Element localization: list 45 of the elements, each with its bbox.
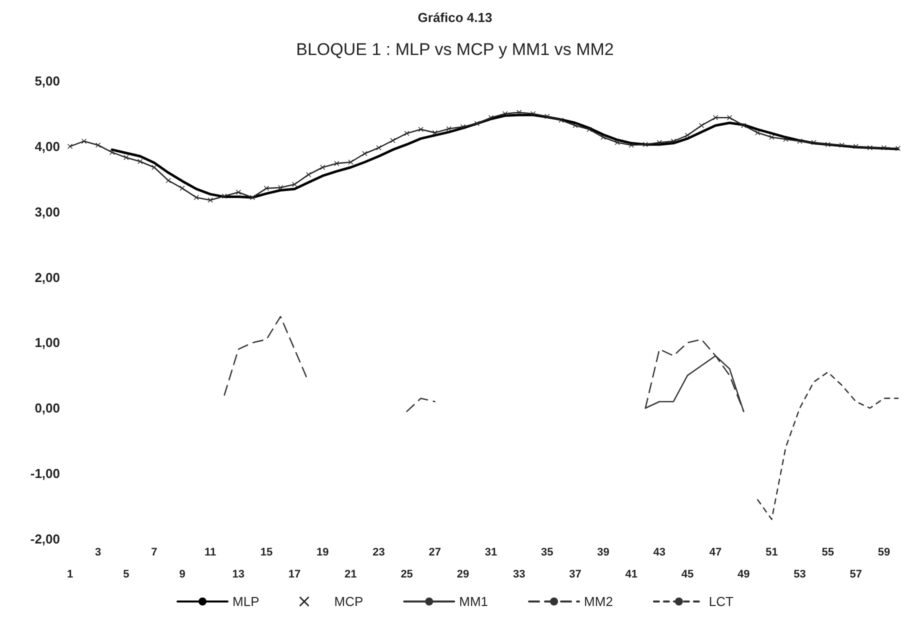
x-tick-label: 13 [232, 568, 245, 580]
x-tick-label: 55 [822, 546, 834, 558]
chart-title: Gráfico 4.13 [418, 10, 492, 25]
x-tick-label: 21 [344, 568, 357, 580]
y-tick-label: -1,00 [30, 466, 60, 482]
x-tick-label: 47 [709, 546, 722, 558]
y-tick-label: 1,00 [34, 335, 60, 350]
x-tick-label: 59 [878, 546, 890, 558]
x-tick-label: 45 [681, 568, 694, 580]
x-tick-label: 11 [204, 546, 216, 558]
legend-label: MLP [232, 594, 260, 609]
x-tick-label: 23 [372, 546, 385, 558]
x-tick-label: 57 [850, 568, 862, 580]
x-tick-label: 49 [738, 568, 750, 580]
x-tick-label: 15 [260, 546, 273, 558]
x-tick-label: 33 [512, 568, 526, 580]
y-tick-label: 3,00 [34, 204, 60, 220]
x-tick-label: 7 [151, 546, 158, 558]
x-tick-label: 39 [597, 546, 610, 558]
y-tick-label: 2,00 [34, 270, 60, 285]
chart-subtitle: BLOQUE 1 : MLP vs MCP y MM1 vs MM2 [296, 40, 614, 59]
x-tick-label: 27 [428, 546, 442, 558]
legend-label: MM2 [584, 594, 613, 609]
x-tick-label: 53 [794, 568, 806, 580]
x-tick-label: 17 [288, 568, 301, 580]
legend-label: MM1 [459, 594, 488, 609]
y-tick-label: 5,00 [34, 74, 60, 88]
x-tick-label: 41 [625, 568, 638, 580]
legend-label: LCT [708, 594, 734, 609]
x-tick-label: 25 [400, 568, 413, 580]
x-tick-label: 37 [569, 568, 582, 580]
x-tick-label: 29 [456, 568, 470, 580]
y-tick-label: 0,00 [34, 400, 60, 416]
x-tick-label: 43 [653, 546, 666, 558]
x-tick-label: 35 [541, 546, 554, 558]
x-tick-label: 5 [123, 568, 130, 580]
y-tick-label: -2,00 [30, 532, 60, 546]
y-tick-label: 4,00 [34, 138, 60, 154]
x-tick-label: 3 [95, 546, 102, 558]
x-tick-label: 51 [766, 546, 778, 558]
x-tick-label: 9 [179, 568, 186, 580]
x-tick-label: 31 [484, 546, 498, 558]
x-tick-label: 1 [66, 568, 74, 580]
x-tick-label: 19 [316, 546, 329, 558]
legend-label: MCP [334, 594, 364, 609]
